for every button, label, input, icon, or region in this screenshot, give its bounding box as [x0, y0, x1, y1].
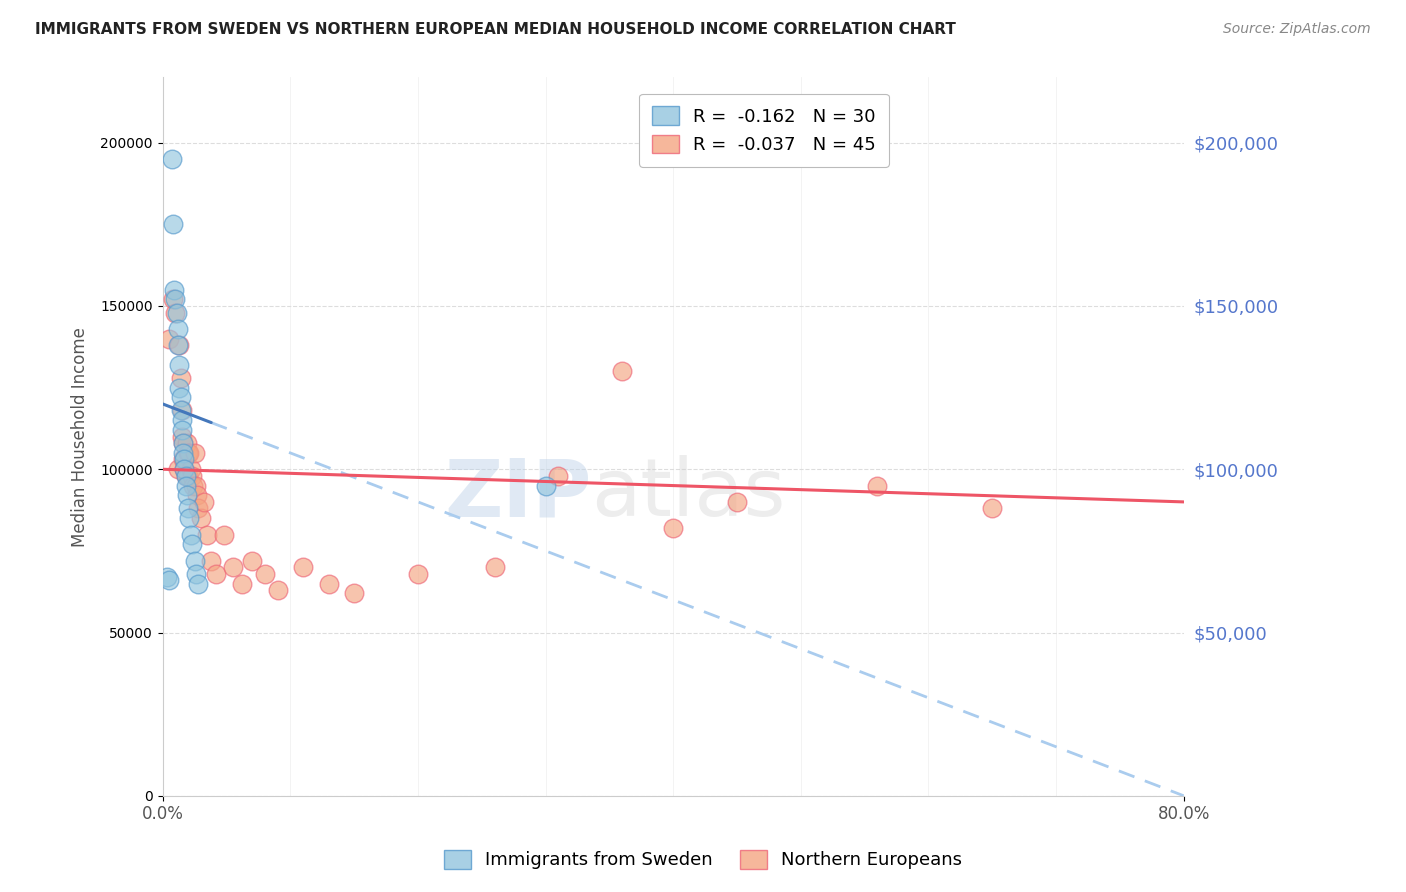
Point: [195, 527, 218, 541]
Text: IMMIGRANTS FROM SWEDEN VS NORTHERN EUROPEAN MEDIAN HOUSEHOLD INCOME CORRELATION : IMMIGRANTS FROM SWEDEN VS NORTHERN EUROP…: [35, 22, 956, 37]
Point: [292, 560, 315, 574]
Point: [212, 527, 235, 541]
Point: [180, 527, 202, 541]
Point: [173, 462, 195, 476]
Point: [172, 452, 194, 467]
Point: [534, 478, 557, 492]
Point: [165, 305, 187, 319]
Point: [174, 468, 197, 483]
Point: [173, 452, 195, 467]
Point: [177, 501, 200, 516]
Point: [172, 436, 194, 450]
Point: [180, 462, 202, 476]
Point: [162, 218, 184, 232]
Point: [318, 576, 340, 591]
Point: [176, 436, 198, 450]
Text: ZIP: ZIP: [444, 455, 592, 533]
Point: [169, 338, 191, 352]
Point: [183, 554, 205, 568]
Legend: Immigrants from Sweden, Northern Europeans: Immigrants from Sweden, Northern Europea…: [434, 841, 972, 879]
Point: [172, 436, 194, 450]
Point: [174, 468, 197, 483]
Text: Source: ZipAtlas.com: Source: ZipAtlas.com: [1223, 22, 1371, 37]
Point: [253, 566, 276, 581]
Point: [484, 560, 506, 574]
Point: [266, 582, 288, 597]
Point: [170, 413, 193, 427]
Point: [177, 468, 200, 483]
Point: [163, 283, 186, 297]
Point: [186, 488, 208, 502]
Point: [240, 554, 263, 568]
Point: [205, 566, 228, 581]
Point: [181, 468, 204, 483]
Y-axis label: Median Household Income: Median Household Income: [72, 326, 89, 547]
Point: [184, 566, 207, 581]
Point: [662, 521, 685, 535]
Point: [547, 468, 569, 483]
Point: [169, 381, 191, 395]
Point: [866, 478, 889, 492]
Point: [170, 403, 193, 417]
Point: [610, 364, 633, 378]
Point: [725, 495, 748, 509]
Point: [170, 429, 193, 443]
Point: [166, 305, 188, 319]
Point: [155, 570, 177, 584]
Point: [181, 537, 204, 551]
Point: [169, 391, 191, 405]
Point: [200, 554, 222, 568]
Point: [157, 332, 180, 346]
Point: [173, 462, 195, 476]
Legend: R =  -0.162   N = 30, R =  -0.037   N = 45: R = -0.162 N = 30, R = -0.037 N = 45: [640, 94, 889, 167]
Point: [169, 403, 191, 417]
Point: [184, 478, 207, 492]
Point: [162, 293, 184, 307]
Point: [167, 338, 190, 352]
Point: [190, 511, 212, 525]
Point: [170, 423, 193, 437]
Point: [179, 511, 201, 525]
Point: [183, 478, 205, 492]
Point: [187, 501, 209, 516]
Point: [981, 501, 1004, 516]
Point: [179, 446, 201, 460]
Point: [167, 322, 190, 336]
Point: [169, 371, 191, 385]
Point: [176, 488, 198, 502]
Point: [187, 576, 209, 591]
Point: [177, 446, 200, 460]
Point: [160, 152, 183, 166]
Point: [165, 293, 187, 307]
Point: [231, 576, 253, 591]
Point: [169, 358, 191, 372]
Point: [183, 446, 205, 460]
Point: [157, 574, 180, 588]
Text: atlas: atlas: [592, 455, 786, 533]
Point: [172, 446, 194, 460]
Point: [167, 462, 190, 476]
Point: [343, 586, 366, 600]
Point: [174, 478, 197, 492]
Point: [222, 560, 245, 574]
Point: [193, 495, 215, 509]
Point: [406, 566, 429, 581]
